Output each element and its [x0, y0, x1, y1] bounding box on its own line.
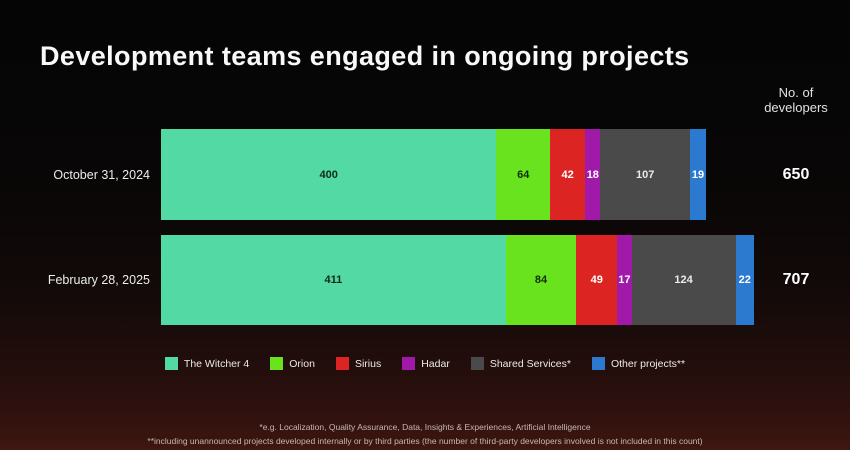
segment-value: 124 [674, 274, 693, 286]
developers-axis-note-line1: No. of [778, 85, 814, 100]
chart-row-february-28-2025: February 28, 2025 411 84 49 17 124 22 707 [0, 235, 850, 325]
legend-item-sirius: Sirius [335, 357, 382, 370]
legend-swatch [591, 357, 605, 370]
developers-axis-note-line2: developers [764, 100, 828, 115]
legend-item-the-witcher-4: The Witcher 4 [164, 357, 250, 370]
legend-swatch [335, 357, 349, 370]
footnotes: *e.g. Localization, Quality Assurance, D… [0, 420, 850, 448]
segment-value: 17 [618, 274, 631, 286]
segment-value: 49 [590, 274, 603, 286]
segment-value: 22 [738, 274, 751, 286]
legend-swatch [164, 357, 178, 370]
legend-label: Sirius [354, 357, 382, 370]
legend-item-hadar: Hadar [402, 357, 450, 370]
segment-value: 42 [561, 168, 574, 181]
bar-segment-shared-services: 124 [631, 235, 736, 325]
segment-value: 18 [586, 168, 599, 181]
legend-label: Shared Services* [489, 357, 571, 370]
legend-item-orion: Orion [270, 357, 315, 370]
segment-value: 107 [636, 168, 655, 181]
legend-item-other-projects: Other projects** [591, 357, 686, 370]
row-total: 707 [782, 271, 810, 288]
bar-segment-hadar: 18 [585, 129, 601, 220]
bar-segment-the-witcher-4: 400 [161, 129, 497, 220]
bar-segment-other-projects: 19 [690, 129, 707, 220]
legend-swatch [470, 357, 484, 370]
chart-legend: The Witcher 4 Orion Sirius Hadar Shared Serv… [0, 357, 850, 370]
developers-axis-note: No. of developers [752, 85, 840, 115]
segment-value: 400 [319, 168, 338, 181]
stacked-bar: 400 64 42 18 107 19 [161, 129, 707, 220]
chart-row-october-31-2024: October 31, 2024 400 64 42 18 107 19 650 [0, 129, 850, 220]
bar-segment-other-projects: 22 [735, 235, 754, 325]
legend-label: Orion [289, 357, 315, 370]
legend-swatch [270, 357, 284, 370]
legend-label: Hadar [421, 357, 450, 370]
bar-segment-orion: 64 [496, 129, 551, 220]
legend-label: The Witcher 4 [183, 357, 250, 370]
footnote-other-projects: **including unannounced projects develop… [147, 436, 703, 446]
bar-segment-the-witcher-4: 411 [161, 235, 506, 325]
row-total: 650 [782, 165, 810, 183]
page-title: Development teams engaged in ongoing pro… [40, 41, 690, 71]
legend-label: Other projects** [610, 357, 686, 370]
segment-value: 19 [691, 168, 705, 181]
bar-segment-sirius: 49 [576, 235, 618, 325]
category-label: February 28, 2025 [47, 273, 150, 287]
segment-value: 64 [517, 168, 530, 181]
stacked-bar: 411 84 49 17 124 22 [161, 235, 754, 325]
category-label: October 31, 2024 [53, 167, 150, 182]
legend-item-shared-services: Shared Services* [470, 357, 571, 370]
bar-segment-hadar: 17 [617, 235, 632, 325]
bar-segment-sirius: 42 [550, 129, 586, 220]
segment-value: 84 [534, 274, 548, 286]
footnote-shared-services: *e.g. Localization, Quality Assurance, D… [259, 422, 591, 432]
segment-value: 411 [324, 274, 343, 286]
bar-segment-shared-services: 107 [600, 129, 691, 220]
legend-swatch [402, 357, 416, 370]
bar-segment-orion: 84 [505, 235, 577, 325]
